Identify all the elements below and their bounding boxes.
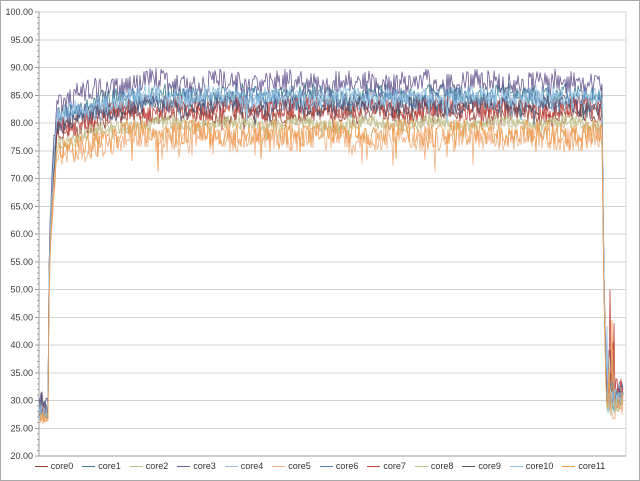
y-axis-tick-label: 90.00: [10, 63, 33, 73]
legend-item-core6: core6: [319, 460, 359, 471]
y-axis-tick-label: 80.00: [10, 118, 33, 128]
legend-marker-core0: [34, 465, 48, 467]
legend-item-core1: core1: [82, 460, 121, 471]
legend-item-core7: core7: [367, 460, 406, 471]
y-axis-tick-label: 100.00: [5, 7, 33, 17]
legend-marker-core11: [562, 465, 576, 467]
legend-label: core8: [430, 460, 454, 471]
legend-item-core9: core9: [462, 460, 501, 471]
legend-marker-core7: [367, 465, 381, 467]
series-line-core0: [38, 101, 624, 420]
y-axis-tick-label: 30.00: [10, 396, 33, 406]
legend-marker-core3: [177, 465, 191, 467]
legend-item-core11: core11: [562, 460, 606, 471]
legend-label: core10: [525, 460, 554, 471]
legend-marker-core6: [319, 465, 333, 467]
legend-item-core2: core2: [129, 460, 169, 471]
legend-label: core2: [145, 460, 169, 471]
legend-item-core10: core10: [509, 460, 554, 471]
series-line-core1: [38, 82, 624, 416]
y-axis-tick-label: 45.00: [10, 312, 33, 322]
series-line-core2: [38, 113, 624, 421]
y-axis-tick-label: 70.00: [10, 174, 33, 184]
legend-label: core5: [288, 460, 311, 471]
legend-marker-core9: [462, 465, 476, 467]
y-axis-tick-label: 85.00: [10, 90, 33, 100]
legend-item-core5: core5: [272, 460, 311, 471]
legend-item-core4: core4: [224, 460, 264, 471]
y-axis-tick-label: 55.00: [10, 257, 33, 267]
y-axis-tick-label: 95.00: [10, 35, 33, 45]
legend-label: core6: [335, 460, 359, 471]
series-line-core10: [38, 84, 624, 420]
legend-label: core4: [240, 460, 264, 471]
legend-marker-core5: [272, 465, 286, 467]
y-axis-tick-label: 75.00: [10, 146, 33, 156]
series-line-core5: [38, 122, 624, 425]
legend-item-core8: core8: [414, 460, 454, 471]
legend-item-core0: core0: [34, 460, 74, 471]
legend-marker-core1: [82, 465, 96, 467]
legend-marker-core2: [129, 465, 143, 467]
y-axis-tick-label: 25.00: [10, 423, 33, 433]
y-axis-tick-label: 65.00: [10, 201, 33, 211]
legend-marker-core8: [414, 465, 428, 467]
legend-label: core7: [383, 460, 406, 471]
legend-item-core3: core3: [177, 460, 216, 471]
legend-marker-core4: [224, 465, 238, 467]
series-line-core6: [38, 86, 624, 418]
y-axis-tick-label: 35.00: [10, 368, 33, 378]
y-axis-tick-label: 40.00: [10, 340, 33, 350]
legend-marker-core10: [509, 465, 523, 467]
series-line-core11: [38, 118, 624, 423]
y-axis-tick-label: 60.00: [10, 229, 33, 239]
legend-label: core1: [98, 460, 121, 471]
y-axis-tick-label: 50.00: [10, 285, 33, 295]
y-axis-tick-label: 20.00: [10, 451, 33, 461]
legend-label: core9: [478, 460, 501, 471]
legend-label: core11: [578, 460, 606, 471]
legend-label: core0: [50, 460, 74, 471]
legend: core0 core1 core2 core3 core4 core5 core6 core7…: [1, 456, 639, 476]
legend-label: core3: [193, 460, 216, 471]
